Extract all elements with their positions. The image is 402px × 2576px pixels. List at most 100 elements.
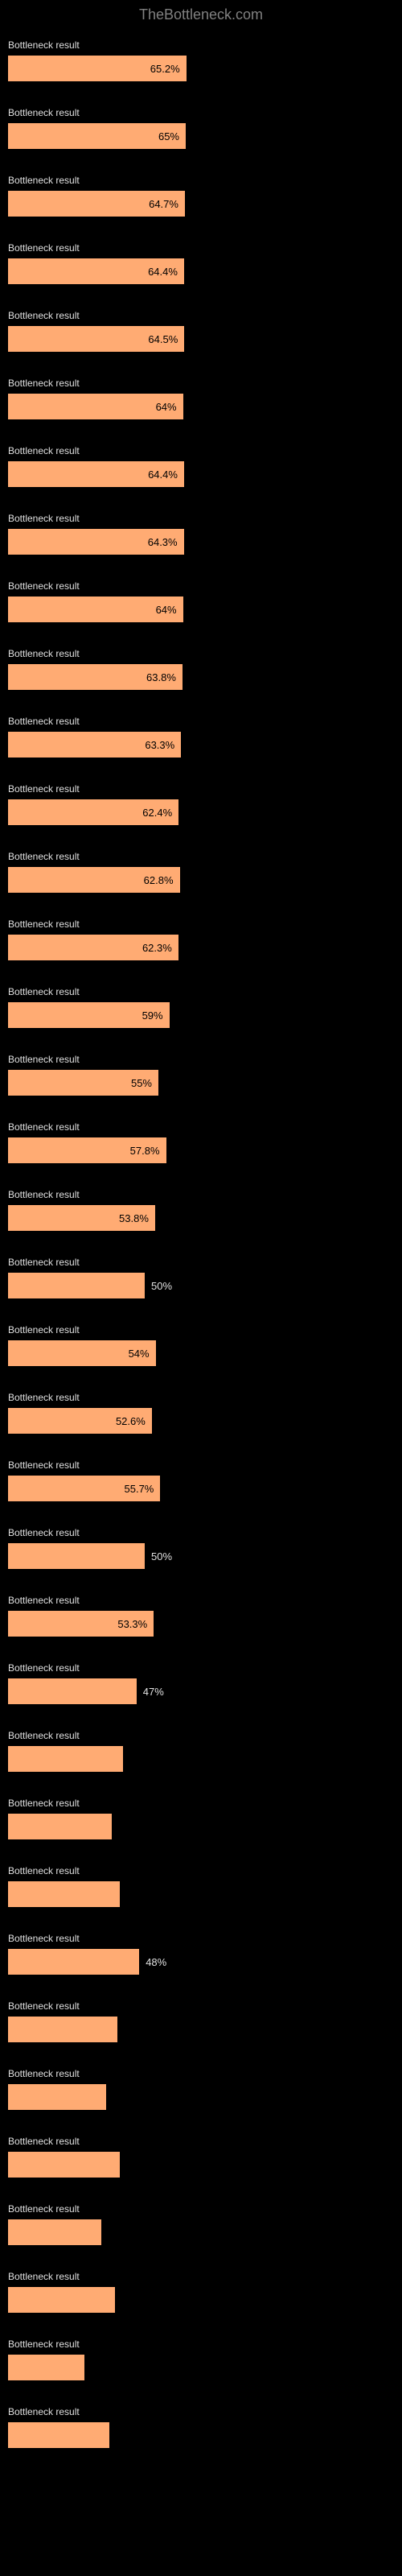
bar-value: 55% [131, 1077, 152, 1089]
bar: 52.6% [8, 1408, 152, 1434]
bar-group: Bottleneck result64% [8, 378, 394, 419]
bar-group: Bottleneck result 50% [8, 1527, 394, 1569]
bar-label: Bottleneck result [8, 1324, 394, 1335]
bar-wrapper: 57.8% [8, 1137, 394, 1163]
bar-label: Bottleneck result [8, 513, 394, 524]
bar-wrapper: 53.8% [8, 1205, 394, 1231]
bar-label: Bottleneck result [8, 1933, 394, 1944]
bar-value: 53.8% [119, 1212, 149, 1224]
bar-wrapper: 54% [8, 1340, 394, 1366]
bar: 64.3% [8, 529, 184, 555]
site-name: TheBottleneck.com [139, 6, 263, 23]
bar-wrapper: 65.2% [8, 56, 394, 81]
bar-wrapper: 55% [8, 1070, 394, 1096]
bar: 64.4% [8, 461, 184, 487]
bar-value: 53.3% [117, 1618, 147, 1630]
bar [8, 1881, 120, 1907]
bar-group: Bottleneck result 64.3% [8, 513, 394, 555]
bar-group: Bottleneck result59% [8, 986, 394, 1028]
bar-label: Bottleneck result [8, 1121, 394, 1133]
bar-wrapper: 64.4% [8, 258, 394, 284]
bar [8, 1949, 139, 1975]
bar-wrapper: 64.5% [8, 326, 394, 352]
bar-value: 64.5% [148, 333, 178, 345]
bar-label: Bottleneck result [8, 310, 394, 321]
bar-value: 57.8% [130, 1145, 160, 1157]
bar-label: Bottleneck result [8, 1527, 394, 1538]
bar: 64% [8, 394, 183, 419]
bar-value: 52.6% [116, 1415, 146, 1427]
bar: 64.4% [8, 258, 184, 284]
bar-wrapper: 47% [8, 1678, 394, 1704]
bar-label: Bottleneck result [8, 2068, 394, 2079]
bar [8, 2084, 106, 2110]
bar-label: Bottleneck result [8, 1257, 394, 1268]
bar [8, 2422, 109, 2448]
bar-wrapper: 63.3% [8, 732, 394, 758]
bar-wrapper: 62.4% [8, 799, 394, 825]
bar-wrapper [8, 2017, 394, 2042]
bar-group: Bottleneck result [8, 2068, 394, 2110]
bar-wrapper: 64.7% [8, 191, 394, 217]
bar-wrapper: 59% [8, 1002, 394, 1028]
bar-wrapper: 63.8% [8, 664, 394, 690]
bar-wrapper: 48% [8, 1949, 394, 1975]
bar-label: Bottleneck result [8, 2339, 394, 2350]
bar [8, 1273, 145, 1298]
bar: 62.4% [8, 799, 178, 825]
bar-label: Bottleneck result [8, 242, 394, 254]
site-header: TheBottleneck.com [0, 6, 402, 23]
bar-label: Bottleneck result [8, 2406, 394, 2417]
bar-group: Bottleneck result 55% [8, 1054, 394, 1096]
bar-group: Bottleneck result [8, 2203, 394, 2245]
bar [8, 1678, 137, 1704]
bar-label: Bottleneck result [8, 1054, 394, 1065]
bar [8, 2152, 120, 2178]
bar-label: Bottleneck result [8, 175, 394, 186]
bar-value: 50% [151, 1280, 172, 1292]
bar-label: Bottleneck result [8, 445, 394, 456]
bar-label: Bottleneck result [8, 1865, 394, 1876]
bar-group: Bottleneck result 57.8% [8, 1121, 394, 1163]
bar [8, 2219, 101, 2245]
bar-label: Bottleneck result [8, 1798, 394, 1809]
bar-value: 64% [156, 604, 177, 616]
bar-group: Bottleneck result [8, 2136, 394, 2178]
bar-group: Bottleneck result65.2% [8, 39, 394, 81]
bar [8, 2287, 115, 2313]
bar-group: Bottleneck result 64% [8, 580, 394, 622]
bar: 65% [8, 123, 186, 149]
bar-value: 62.8% [144, 874, 174, 886]
bar-label: Bottleneck result [8, 1662, 394, 1674]
bar-group: Bottleneck result [8, 1730, 394, 1772]
bar-value: 65% [158, 130, 179, 142]
bar: 57.8% [8, 1137, 166, 1163]
bar-wrapper [8, 1881, 394, 1907]
bar-wrapper [8, 2287, 394, 2313]
bar-group: Bottleneck result 64.7% [8, 175, 394, 217]
bar: 53.8% [8, 1205, 155, 1231]
bar-label: Bottleneck result [8, 919, 394, 930]
bar-value: 50% [151, 1550, 172, 1563]
bar-label: Bottleneck result [8, 851, 394, 862]
bar-wrapper: 64% [8, 597, 394, 622]
bar-label: Bottleneck result [8, 1459, 394, 1471]
bar-label: Bottleneck result [8, 2000, 394, 2012]
bar-label: Bottleneck result [8, 648, 394, 659]
bar-group: Bottleneck result [8, 2339, 394, 2380]
bar-label: Bottleneck result [8, 2136, 394, 2147]
bar-wrapper: 65% [8, 123, 394, 149]
bar-value: 55.7% [125, 1483, 154, 1495]
bar-label: Bottleneck result [8, 580, 394, 592]
bar-group: Bottleneck result 64.4% [8, 242, 394, 284]
bar-wrapper: 64% [8, 394, 394, 419]
bar-value: 64.3% [148, 536, 178, 548]
bar-wrapper [8, 2152, 394, 2178]
bar: 53.3% [8, 1611, 154, 1637]
bar-value: 63.8% [146, 671, 176, 683]
bar-wrapper [8, 2355, 394, 2380]
bar-group: Bottleneck result 54% [8, 1324, 394, 1366]
bar-group: Bottleneck result65% [8, 107, 394, 149]
bar-wrapper: 64.3% [8, 529, 394, 555]
bar-wrapper [8, 2084, 394, 2110]
